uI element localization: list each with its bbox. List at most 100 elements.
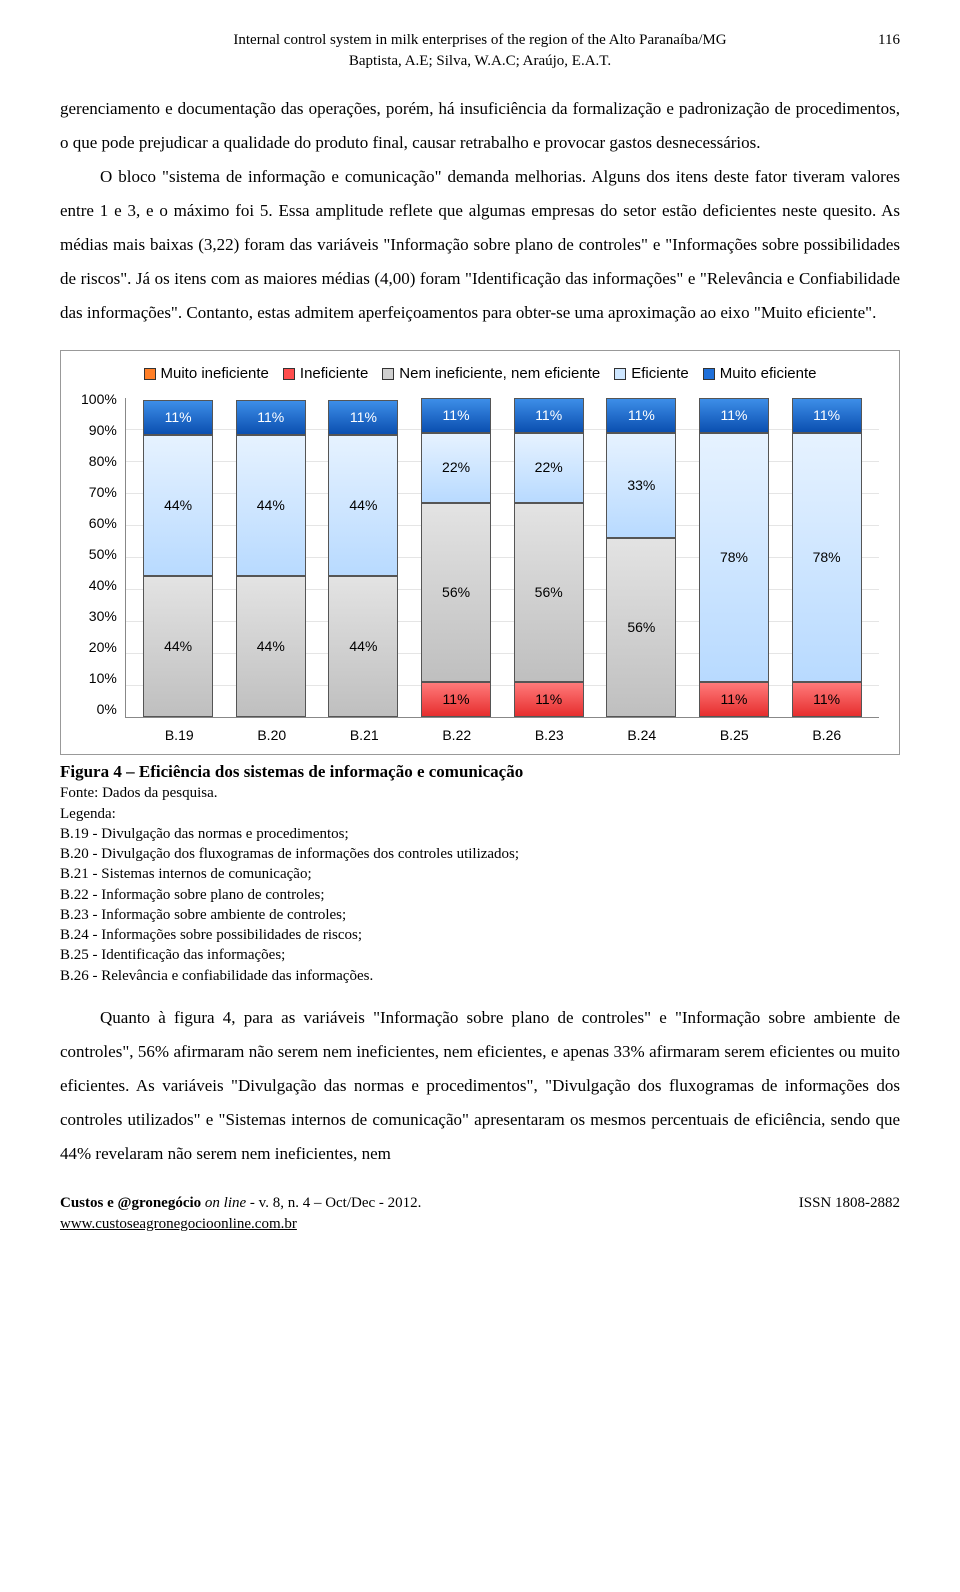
figure-title: Figura 4 – Eficiência dos sistemas de in… [60, 760, 900, 784]
chart-xaxis: B.19 B.20 B.21 B.22 B.23 B.24 B.25 B.26 [81, 720, 879, 746]
para1-text: gerenciamento e documentação das operaçõ… [60, 99, 900, 152]
chart-plot-row: 0%10%20%30%40%50%60%70%80%90%100% 11%44%… [81, 398, 879, 720]
para3-text: Quanto à figura 4, para as variáveis "In… [60, 1008, 900, 1163]
bar-segment-eficiente: 22% [421, 433, 491, 503]
bar-segment-eficiente: 44% [328, 435, 398, 576]
body-paragraph: gerenciamento e documentação das operaçõ… [60, 92, 900, 160]
legend-label: Eficiente [631, 363, 689, 384]
figure-legend-line: B.21 - Sistemas internos de comunicação; [60, 864, 900, 884]
bar-segment-muito_eficiente: 11% [699, 398, 769, 433]
ytick-label: 50% [81, 545, 117, 565]
page-number: 116 [878, 30, 900, 51]
figure-source: Fonte: Dados da pesquisa. [60, 783, 900, 803]
footer-left: Custos e @gronegócio on line - v. 8, n. … [60, 1193, 421, 1235]
bar-column: 11%44%44% [143, 398, 213, 717]
chart-legend: Muito ineficiente Ineficiente Nem ineficie… [81, 363, 879, 384]
bar-column: 11%78%11% [792, 398, 862, 717]
chart-plot-area: 11%44%44%11%44%44%11%44%44%11%22%56%11%1… [125, 398, 879, 718]
legend-item: Muito ineficiente [144, 363, 269, 384]
legend-item: Ineficiente [283, 363, 368, 384]
legend-label: Muito eficiente [720, 363, 817, 384]
bar-segment-muito_eficiente: 11% [143, 400, 213, 435]
bar-segment-ineficiente: 11% [792, 682, 862, 717]
header-authors: Baptista, A.E; Silva, W.A.C; Araújo, E.A… [60, 51, 900, 72]
legend-item: Eficiente [614, 363, 689, 384]
ytick-label: 20% [81, 638, 117, 658]
ytick-label: 30% [81, 607, 117, 627]
bar-segment-eficiente: 78% [792, 433, 862, 682]
xtick-label: B.26 [792, 726, 862, 746]
bar-segment-eficiente: 22% [514, 433, 584, 503]
footer-issn: ISSN 1808-2882 [799, 1193, 900, 1235]
bar-column: 11%44%44% [328, 398, 398, 717]
footer-journal-rest: - v. 8, n. 4 – Oct/Dec - 2012. [246, 1195, 421, 1211]
legend-item: Nem ineficiente, nem eficiente [382, 363, 600, 384]
figure-legend-line: B.23 - Informação sobre ambiente de cont… [60, 905, 900, 925]
bar-segment-ineficiente: 11% [514, 682, 584, 717]
header-title: Internal control system in milk enterpri… [60, 30, 900, 51]
ytick-label: 100% [81, 390, 117, 410]
footer-journal-bold: Custos e @gronegócio [60, 1195, 201, 1211]
bar-segment-muito_eficiente: 11% [792, 398, 862, 433]
legend-item: Muito eficiente [703, 363, 817, 384]
para2-text: O bloco "sistema de informação e comunic… [60, 167, 900, 322]
bar-column: 11%78%11% [699, 398, 769, 717]
figure-meta: Fonte: Dados da pesquisa. Legenda: B.19 … [60, 783, 900, 986]
bar-segment-nem: 56% [514, 503, 584, 682]
xtick-label: B.22 [422, 726, 492, 746]
legend-label: Nem ineficiente, nem eficiente [399, 363, 600, 384]
xtick-label: B.24 [607, 726, 677, 746]
bar-column: 11%22%56%11% [514, 398, 584, 717]
legend-label: Ineficiente [300, 363, 368, 384]
figure-legend-line: B.22 - Informação sobre plano de control… [60, 885, 900, 905]
footer-url[interactable]: www.custoseagronegocioonline.com.br [60, 1214, 421, 1235]
ytick-label: 10% [81, 669, 117, 689]
ytick-label: 40% [81, 576, 117, 596]
bar-segment-eficiente: 44% [236, 435, 306, 576]
ytick-label: 80% [81, 452, 117, 472]
ytick-label: 90% [81, 421, 117, 441]
chart-figure4: Muito ineficiente Ineficiente Nem ineficie… [60, 350, 900, 755]
body-paragraph: O bloco "sistema de informação e comunic… [60, 160, 900, 330]
xtick-label: B.23 [514, 726, 584, 746]
legend-swatch [703, 368, 715, 380]
bar-column: 11%44%44% [236, 398, 306, 717]
page-footer: Custos e @gronegócio on line - v. 8, n. … [60, 1193, 900, 1235]
bar-column: 11%22%56%11% [421, 398, 491, 717]
bar-segment-eficiente: 78% [699, 433, 769, 682]
bar-segment-ineficiente: 11% [699, 682, 769, 717]
chart-yaxis: 0% 10% 20% 30% 40% 50% 60% 70% 80% 90% 100% [81, 390, 125, 720]
xtick-label: B.25 [699, 726, 769, 746]
legend-swatch [382, 368, 394, 380]
bar-segment-nem: 44% [236, 576, 306, 717]
bar-segment-muito_eficiente: 11% [514, 398, 584, 433]
footer-journal-ital: on line [201, 1195, 246, 1211]
bar-segment-nem: 44% [143, 576, 213, 717]
legend-swatch [614, 368, 626, 380]
figure-legend-line: B.25 - Identificação das informações; [60, 945, 900, 965]
bar-segment-eficiente: 33% [606, 433, 676, 538]
figure-legend-line: B.26 - Relevância e confiabilidade das i… [60, 966, 900, 986]
bar-segment-nem: 44% [328, 576, 398, 717]
bar-segment-muito_eficiente: 11% [421, 398, 491, 433]
ytick-label: 70% [81, 483, 117, 503]
xtick-label: B.21 [329, 726, 399, 746]
figure-legend-line: B.20 - Divulgação dos fluxogramas de inf… [60, 844, 900, 864]
xtick-label: B.19 [144, 726, 214, 746]
figure-legend-line: B.19 - Divulgação das normas e procedime… [60, 824, 900, 844]
bar-segment-muito_eficiente: 11% [328, 400, 398, 435]
figure-legend-heading: Legenda: [60, 804, 900, 824]
bar-segment-ineficiente: 11% [421, 682, 491, 717]
page-header: Internal control system in milk enterpri… [60, 30, 900, 72]
ytick-label: 60% [81, 514, 117, 534]
bar-segment-muito_eficiente: 11% [606, 398, 676, 433]
body-paragraph: Quanto à figura 4, para as variáveis "In… [60, 1001, 900, 1171]
bar-segment-nem: 56% [606, 538, 676, 717]
legend-swatch [283, 368, 295, 380]
ytick-label: 0% [81, 700, 117, 720]
bar-segment-nem: 56% [421, 503, 491, 682]
bar-segment-muito_eficiente: 11% [236, 400, 306, 435]
xtick-label: B.20 [237, 726, 307, 746]
legend-label: Muito ineficiente [161, 363, 269, 384]
legend-swatch [144, 368, 156, 380]
